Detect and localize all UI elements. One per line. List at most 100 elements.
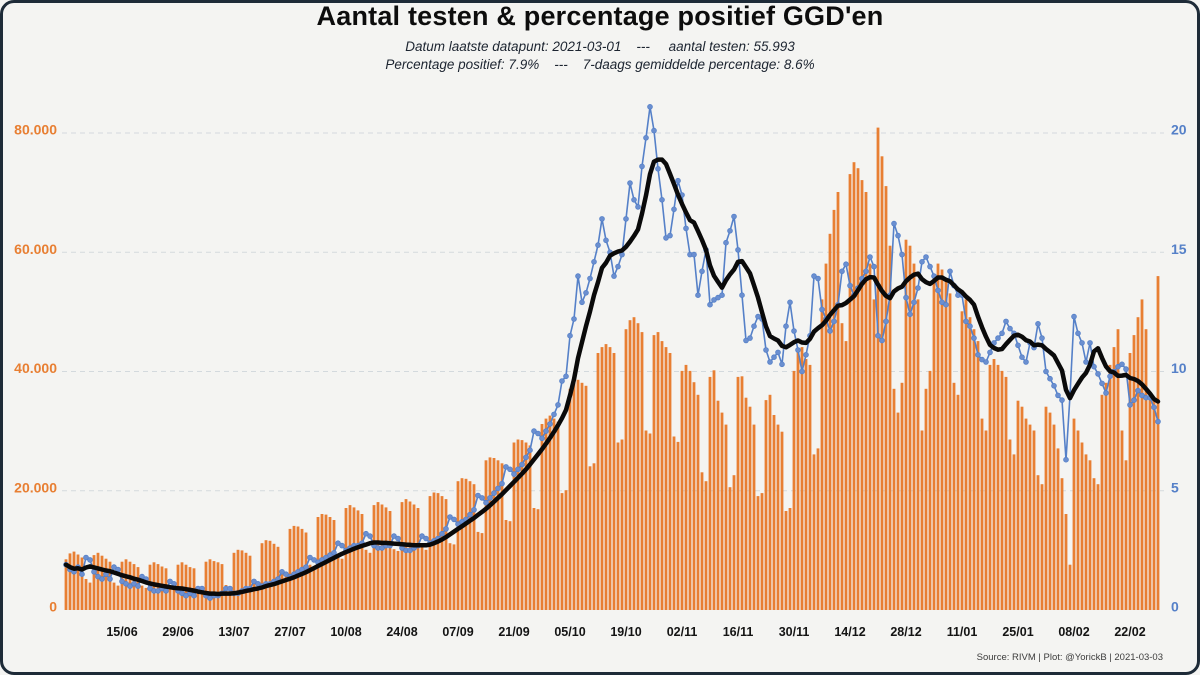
tests-bar	[360, 514, 364, 610]
percentage-marker	[999, 330, 1005, 337]
tests-bar	[484, 460, 488, 610]
tests-bar	[912, 263, 916, 610]
percentage-marker	[503, 464, 509, 470]
percentage-marker	[551, 411, 557, 418]
percentage-marker	[83, 554, 89, 561]
tests-bar	[132, 564, 136, 610]
tests-bar	[692, 382, 696, 610]
percentage-marker	[363, 530, 369, 537]
tests-bar	[860, 180, 864, 610]
tests-bar	[200, 589, 204, 610]
percentage-marker	[515, 466, 521, 473]
percentage-marker	[479, 495, 485, 501]
tests-bar	[296, 526, 300, 610]
x-axis-tick-label: 15/06	[106, 625, 137, 639]
tests-bar	[744, 397, 748, 610]
tests-bar	[364, 549, 368, 610]
percentage-marker	[1047, 375, 1053, 382]
tests-bar	[1108, 364, 1112, 610]
page-title: Aantal testen & percentage positief GGD'…	[316, 1, 884, 31]
percentage-marker	[179, 590, 185, 597]
tests-bar	[700, 472, 704, 610]
tests-bar	[96, 552, 100, 610]
percentage-marker	[1055, 392, 1061, 399]
tests-bar	[400, 502, 404, 610]
percentage-marker	[419, 533, 425, 539]
percentage-marker	[1151, 404, 1157, 411]
percentage-marker	[543, 428, 549, 434]
tests-bar	[1016, 400, 1020, 610]
tests-bar	[372, 505, 376, 610]
tests-bar	[308, 564, 312, 610]
tests-bar	[248, 555, 252, 610]
tests-bar	[704, 481, 708, 610]
tests-bar	[1036, 475, 1040, 610]
x-axis-tick-label: 19/10	[610, 625, 641, 639]
left-axis-tick-label: 80.000	[14, 122, 57, 138]
left-axis-tick-label: 60.000	[14, 241, 57, 257]
tests-bar	[852, 162, 856, 610]
percentage-marker	[475, 492, 481, 499]
percentage-marker	[331, 549, 337, 556]
tests-bar	[884, 186, 888, 610]
tests-bar	[748, 406, 752, 610]
percentage-marker	[743, 337, 749, 344]
percentage-marker	[763, 347, 769, 353]
percentage-marker	[987, 349, 993, 356]
x-axis-tick-label: 02/11	[667, 625, 698, 639]
percentage-marker	[995, 335, 1001, 341]
percentage-marker	[663, 235, 669, 241]
tests-bar	[800, 347, 804, 610]
tests-bar	[936, 263, 940, 610]
percentage-marker	[731, 213, 737, 220]
tests-bar	[420, 546, 424, 610]
tests-bar	[992, 359, 996, 610]
percentage-marker	[779, 361, 785, 368]
tests-bar	[440, 496, 444, 610]
tests-bar	[944, 281, 948, 610]
tests-bar	[680, 370, 684, 610]
tests-bar	[1120, 430, 1124, 610]
percentage-marker	[227, 585, 233, 592]
tests-bar	[220, 564, 224, 610]
percentage-marker	[339, 542, 345, 549]
percentage-marker	[1123, 366, 1129, 372]
percentage-marker	[1083, 359, 1089, 365]
tests-bar	[972, 329, 976, 610]
tests-bar	[872, 299, 876, 610]
tests-bar	[472, 484, 476, 610]
percentage-marker	[587, 275, 593, 282]
x-axis-tick-label: 16/11	[723, 625, 754, 639]
percentage-marker	[591, 258, 597, 265]
tests-bar	[736, 376, 740, 610]
left-axis-tick-label: 0	[49, 599, 57, 615]
tests-bar	[424, 549, 428, 610]
tests-bar	[536, 509, 540, 610]
percentage-marker	[915, 285, 921, 291]
tests-bar	[1028, 424, 1032, 610]
tests-bar	[752, 424, 756, 610]
percentage-marker	[647, 104, 653, 110]
x-axis-tick-label: 11/01	[947, 625, 978, 639]
tests-bar	[632, 317, 636, 610]
tests-bar	[660, 341, 664, 610]
percentage-marker	[191, 592, 197, 599]
tests-bar	[504, 520, 508, 610]
percentage-marker	[163, 588, 169, 594]
x-axis-tick-label: 29/06	[162, 625, 193, 639]
tests-bar	[172, 589, 176, 610]
tests-bar	[600, 347, 604, 610]
percentage-marker	[559, 378, 565, 384]
percentage-marker	[1115, 363, 1121, 370]
tests-bar	[788, 508, 792, 610]
tests-bar	[516, 439, 520, 610]
tests-bar	[544, 418, 548, 610]
percentage-marker	[815, 275, 821, 282]
percentage-marker	[727, 228, 733, 234]
tests-bar	[684, 364, 688, 610]
tests-bar	[716, 400, 720, 610]
tests-bar	[628, 320, 632, 610]
tests-bar	[776, 424, 780, 610]
percentage-marker	[847, 282, 853, 289]
percentage-marker	[1075, 330, 1081, 337]
